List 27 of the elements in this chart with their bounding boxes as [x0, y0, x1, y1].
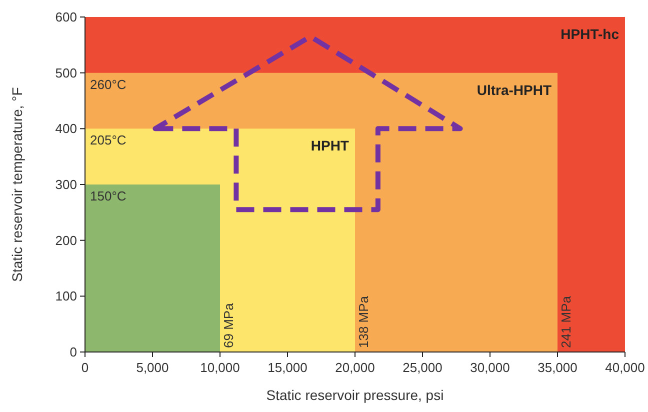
series-label: Ultra-HPHT: [476, 82, 552, 98]
annotation: 150°C: [90, 188, 126, 204]
y-tick-label: 500: [55, 65, 77, 80]
y-axis-title: Static reservoir temperature, °F: [9, 87, 25, 282]
annotation: 260°C: [90, 76, 126, 92]
x-tick-label: 25,000: [402, 360, 442, 375]
annotation: 69 MPa: [221, 302, 236, 348]
series-label: HPHT: [310, 138, 350, 154]
y-tick-label: 400: [55, 121, 77, 136]
x-tick-label: 20,000: [335, 360, 375, 375]
x-tick-label: 30,000: [470, 360, 510, 375]
x-tick-label: 35,000: [538, 360, 578, 375]
y-tick-label: 300: [55, 177, 77, 192]
annotation: 205°C: [90, 132, 126, 148]
series-label: HPHT-hc: [560, 26, 620, 42]
x-tick-label: 40,000: [605, 360, 645, 375]
y-tick-label: 600: [55, 10, 77, 24]
y-tick-label: 0: [70, 344, 77, 360]
y-tick-label: 200: [55, 232, 77, 248]
x-tick-label: 5,000: [136, 360, 169, 375]
x-tick-label: 15,000: [268, 360, 308, 375]
x-axis-title: Static reservoir pressure, psi: [266, 387, 444, 403]
y-tick-label: 100: [55, 288, 77, 304]
annotation: 138 MPa: [356, 295, 371, 348]
x-tick-label: 10,000: [200, 360, 240, 375]
x-tick-label: 0: [81, 360, 89, 375]
annotation: 241 MPa: [558, 295, 574, 348]
